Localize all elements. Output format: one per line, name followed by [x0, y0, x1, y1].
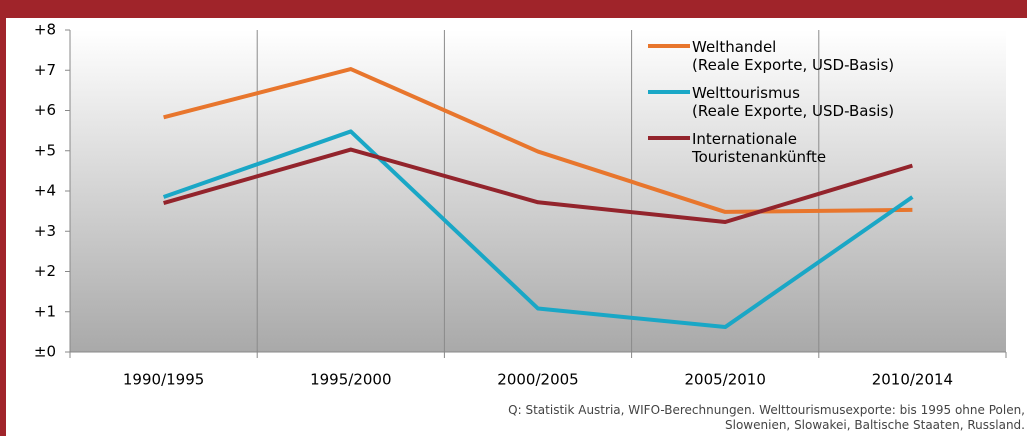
x-tick-label: 2010/2014 [872, 371, 953, 389]
x-tick-label: 1995/2000 [310, 371, 391, 389]
header-band [0, 0, 1027, 18]
x-tick-label: 1990/1995 [123, 371, 204, 389]
x-tick-label: 2000/2005 [497, 371, 578, 389]
y-tick-label: +5 [34, 141, 56, 159]
legend-label: Welttourismus (Reale Exporte, USD-Basis) [692, 84, 895, 120]
x-tick-label: 2005/2010 [684, 371, 765, 389]
y-tick-label: +7 [34, 61, 56, 79]
left-border [0, 0, 6, 436]
y-tick-label: ±0 [34, 343, 56, 361]
y-tick-label: +8 [34, 21, 56, 39]
y-tick-label: +3 [34, 222, 56, 240]
series-line [163, 147, 913, 224]
series-line [162, 129, 914, 330]
y-tick-label: +6 [34, 101, 56, 119]
y-tick-label: +2 [34, 262, 56, 280]
plot-area [70, 30, 1006, 352]
legend-label: Internationale Touristenankünfte [692, 130, 827, 166]
legend-label: Welthandel (Reale Exporte, USD-Basis) [692, 38, 895, 74]
series-line [163, 67, 913, 214]
source-note: Q: Statistik Austria, WIFO-Berechnungen.… [508, 403, 1025, 432]
y-tick-label: +1 [34, 302, 56, 320]
y-tick-label: +4 [34, 182, 56, 200]
